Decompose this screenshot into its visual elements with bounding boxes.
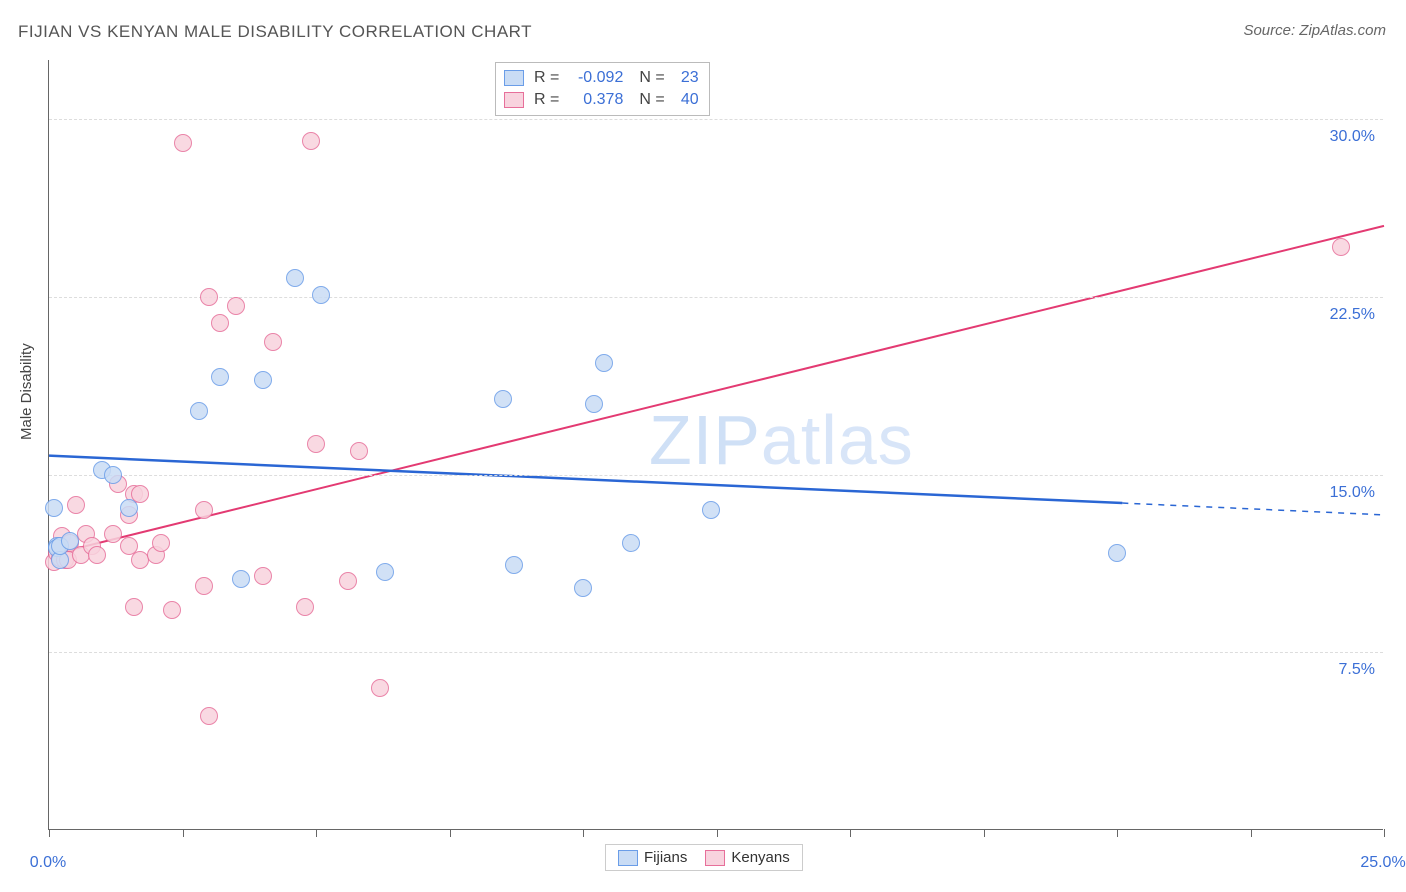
legend-item-kenyans: Kenyans (705, 849, 789, 866)
scatter-point (312, 286, 330, 304)
scatter-point (307, 435, 325, 453)
chart-container: FIJIAN VS KENYAN MALE DISABILITY CORRELA… (0, 0, 1406, 892)
scatter-point (254, 567, 272, 585)
x-tick (450, 829, 451, 837)
swatch-fijians (504, 70, 524, 86)
scatter-point (286, 269, 304, 287)
scatter-point (174, 134, 192, 152)
scatter-point (494, 390, 512, 408)
scatter-point (254, 371, 272, 389)
y-axis-label: Male Disability (18, 343, 35, 440)
stats-legend-box: R = -0.092 N = 23 R = 0.378 N = 40 (495, 62, 710, 116)
x-tick (850, 829, 851, 837)
scatter-point (702, 501, 720, 519)
y-tick-label: 30.0% (1330, 128, 1375, 146)
scatter-point (264, 333, 282, 351)
y-tick-label: 15.0% (1330, 484, 1375, 502)
x-tick (984, 829, 985, 837)
r-label: R = (534, 67, 559, 89)
scatter-point (296, 598, 314, 616)
x-tick (1251, 829, 1252, 837)
scatter-point (200, 288, 218, 306)
gridline-h (49, 297, 1383, 298)
r-label: R = (534, 89, 559, 111)
scatter-point (88, 546, 106, 564)
scatter-point (104, 466, 122, 484)
legend-label-fijians: Fijians (644, 849, 687, 866)
regression-lines (49, 60, 1383, 829)
stats-row-kenyans: R = 0.378 N = 40 (504, 89, 699, 111)
scatter-point (120, 499, 138, 517)
x-tick (583, 829, 584, 837)
scatter-point (376, 563, 394, 581)
scatter-point (350, 442, 368, 460)
scatter-point (232, 570, 250, 588)
scatter-point (302, 132, 320, 150)
x-tick-label: 0.0% (30, 854, 66, 872)
scatter-point (195, 501, 213, 519)
series-legend: Fijians Kenyans (605, 844, 803, 871)
stats-row-fijians: R = -0.092 N = 23 (504, 67, 699, 89)
n-value-kenyans: 40 (671, 89, 699, 111)
x-tick (717, 829, 718, 837)
scatter-point (1332, 238, 1350, 256)
scatter-point (595, 354, 613, 372)
scatter-point (125, 598, 143, 616)
scatter-point (67, 496, 85, 514)
r-value-kenyans: 0.378 (565, 89, 623, 111)
gridline-h (49, 652, 1383, 653)
x-tick (1117, 829, 1118, 837)
scatter-point (104, 525, 122, 543)
scatter-point (190, 402, 208, 420)
x-tick (1384, 829, 1385, 837)
scatter-point (211, 314, 229, 332)
y-tick-label: 7.5% (1339, 661, 1375, 679)
n-label: N = (639, 89, 664, 111)
swatch-fijians (618, 850, 638, 866)
scatter-point (505, 556, 523, 574)
scatter-point (1108, 544, 1126, 562)
x-tick (183, 829, 184, 837)
scatter-point (61, 532, 79, 550)
x-tick (49, 829, 50, 837)
scatter-point (574, 579, 592, 597)
scatter-point (195, 577, 213, 595)
scatter-point (622, 534, 640, 552)
gridline-h (49, 119, 1383, 120)
n-value-fijians: 23 (671, 67, 699, 89)
legend-label-kenyans: Kenyans (731, 849, 789, 866)
x-tick (316, 829, 317, 837)
legend-item-fijians: Fijians (618, 849, 687, 866)
scatter-point (152, 534, 170, 552)
gridline-h (49, 475, 1383, 476)
y-tick-label: 22.5% (1330, 306, 1375, 324)
r-value-fijians: -0.092 (565, 67, 623, 89)
swatch-kenyans (504, 92, 524, 108)
source-label: Source: ZipAtlas.com (1243, 22, 1386, 39)
scatter-point (339, 572, 357, 590)
n-label: N = (639, 67, 664, 89)
scatter-point (371, 679, 389, 697)
scatter-point (211, 368, 229, 386)
watermark-text: ZIPatlas (649, 400, 914, 480)
scatter-point (585, 395, 603, 413)
swatch-kenyans (705, 850, 725, 866)
scatter-point (200, 707, 218, 725)
scatter-point (45, 499, 63, 517)
scatter-point (163, 601, 181, 619)
x-tick-label: 25.0% (1360, 854, 1405, 872)
plot-area: ZIPatlas 7.5% 15.0% 22.5% 30.0% (48, 60, 1383, 830)
chart-title: FIJIAN VS KENYAN MALE DISABILITY CORRELA… (18, 22, 532, 42)
scatter-point (227, 297, 245, 315)
